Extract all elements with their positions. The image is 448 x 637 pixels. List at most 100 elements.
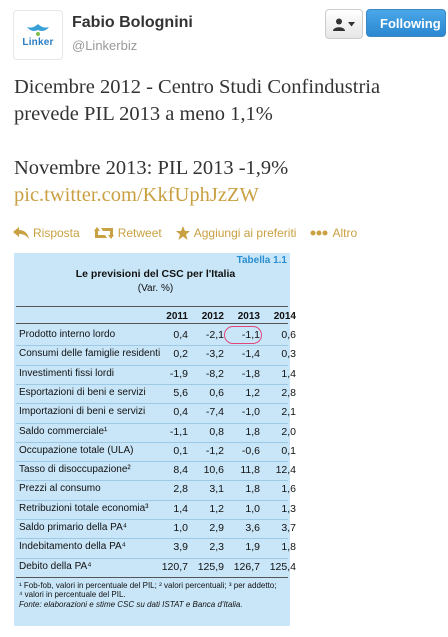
table-cell: 2,3 (209, 541, 224, 554)
table-row-label: Occupazione totale (ULA) (19, 444, 134, 456)
tweet-line: prevede PIL 2013 a meno 1,1% (14, 103, 273, 125)
table-cell: 0,1 (281, 444, 296, 457)
row-separator (16, 345, 288, 347)
table-row-label: Esportazioni di beni e servizi (19, 386, 146, 398)
retweet-icon (93, 227, 114, 239)
table-cell: -8,2 (205, 367, 224, 380)
row-separator (16, 422, 288, 424)
table-row-label: Importazioni di beni e servizi (19, 406, 146, 418)
star-icon (175, 226, 190, 240)
table-cell: 0,2 (173, 348, 188, 361)
table-subtitle: (Var. %) (137, 283, 174, 294)
table-cell: 2,9 (209, 522, 224, 534)
table-cell: -1,8 (241, 367, 260, 380)
table-row-label: Consumi delle famiglie residenti (19, 348, 161, 360)
reply-icon (13, 227, 29, 239)
more-label: Altro (332, 226, 358, 240)
table-cell: 1,6 (281, 483, 296, 496)
table-footnote: ¹ Fob-fob, valori in percentuale del PIL… (19, 580, 277, 590)
table-cell: 126,7 (233, 560, 260, 573)
row-separator (16, 538, 288, 540)
table-cell: 0,3 (281, 348, 296, 361)
table-cell: 2,0 (281, 425, 296, 438)
reply-label: Risposta (33, 226, 80, 240)
table-cell: 0,4 (173, 406, 188, 419)
table-row-label: Debito della PA⁴ (19, 560, 92, 572)
table-cell: 1,9 (245, 541, 260, 554)
table-cell: 1,2 (245, 386, 260, 399)
highlight-circle (224, 326, 262, 344)
row-separator (16, 480, 288, 482)
table-cell: 3,6 (245, 522, 260, 534)
tweet-actions: Risposta Retweet Aggiungi ai preferiti A… (13, 226, 371, 240)
following-button[interactable]: Following (366, 9, 446, 37)
table-cell: 11,8 (240, 464, 260, 477)
table-cell: 1,0 (245, 502, 260, 515)
retweet-action[interactable]: Retweet (93, 226, 162, 240)
table-row-label: Prezzi al consumo (19, 483, 101, 495)
table-cell: 0,6 (209, 386, 224, 399)
table-row-label: Prodotto interno lordo (19, 329, 116, 340)
table-cell: 8,4 (173, 464, 188, 477)
table-cell: 0,8 (209, 425, 224, 438)
table-cell: 5,6 (173, 386, 188, 399)
table-cell: -7,4 (205, 406, 224, 419)
table-row-label: Investimenti fissi lordi (19, 367, 115, 379)
table-cell: 1,2 (209, 502, 224, 515)
table-cell: 125,4 (269, 560, 296, 573)
table-row-label: Indebitamento della PA⁴ (19, 541, 126, 553)
table-cell: 10,6 (203, 464, 224, 477)
table-footnote: ⁴ valori in percentuale del PIL. (19, 590, 126, 600)
table-cell: 3,1 (209, 483, 224, 496)
table-cell: -1,2 (205, 444, 224, 457)
table-row-label: Saldo commerciale¹ (19, 425, 108, 437)
row-separator (16, 557, 288, 559)
table-cell: 1,4 (173, 502, 188, 515)
row-separator (16, 441, 288, 443)
retweet-label: Retweet (117, 226, 162, 240)
row-separator (16, 364, 288, 366)
table-cell: -1,1 (169, 425, 188, 438)
table-cell: 1,8 (245, 425, 260, 438)
table-cell: -3,2 (205, 348, 224, 361)
year-header: 2011 (166, 311, 188, 322)
reply-action[interactable]: Risposta (13, 226, 80, 240)
tweet-blank-line (14, 128, 444, 155)
table-title: Le previsioni del CSC per l'Italia (75, 268, 236, 280)
table-cell: 0,4 (173, 329, 188, 341)
tweet-image-table[interactable]: Tabella 1.1 Le previsioni del CSC per l'… (14, 253, 296, 626)
favorite-action[interactable]: Aggiungi ai preferiti (175, 226, 296, 240)
table-source: Fonte: elaborazioni e stime CSC su dati … (19, 599, 243, 609)
user-actions-button[interactable] (325, 9, 363, 39)
user-name[interactable]: Fabio Bolognini (72, 14, 193, 31)
table-cell: -2,1 (205, 329, 224, 341)
row-separator (16, 519, 288, 520)
table-cell: 2,8 (281, 386, 296, 399)
person-icon (333, 18, 345, 31)
table-rule (16, 576, 288, 578)
user-handle[interactable]: @Linkerbiz (72, 38, 138, 53)
table-cell: 120,7 (161, 560, 188, 573)
tweet-text: Dicembre 2012 - Centro Studi Confindustr… (14, 74, 444, 209)
row-separator (16, 403, 288, 405)
table-rule (16, 323, 288, 324)
table-cell: 2,8 (173, 483, 188, 496)
table-cell: 0,6 (281, 329, 296, 341)
tweet-media-link[interactable]: pic.twitter.com/KkfUphJzZW (14, 184, 259, 206)
avatar-logo-text: Linker (22, 37, 54, 48)
table-cell: -1,9 (169, 367, 188, 380)
year-header: 2012 (201, 311, 224, 322)
year-header: 2013 (237, 311, 260, 322)
table-cell: -0,6 (241, 444, 260, 457)
avatar[interactable]: Linker (13, 10, 63, 60)
caret-down-icon (348, 21, 355, 26)
table-cell: 12,4 (275, 464, 296, 477)
more-action[interactable]: Altro (310, 226, 357, 240)
table-cell: 1,8 (281, 541, 296, 554)
table-cell: 0,1 (173, 444, 188, 457)
table-row-label: Saldo primario della PA⁴ (19, 522, 128, 533)
table-row-label: Tasso di disoccupazione² (19, 464, 131, 476)
tweet-line: Dicembre 2012 - Centro Studi Confindustr… (14, 76, 381, 98)
table-cell: -1,0 (241, 406, 260, 419)
table-row-label: Retribuzioni totale economia³ (19, 502, 149, 514)
